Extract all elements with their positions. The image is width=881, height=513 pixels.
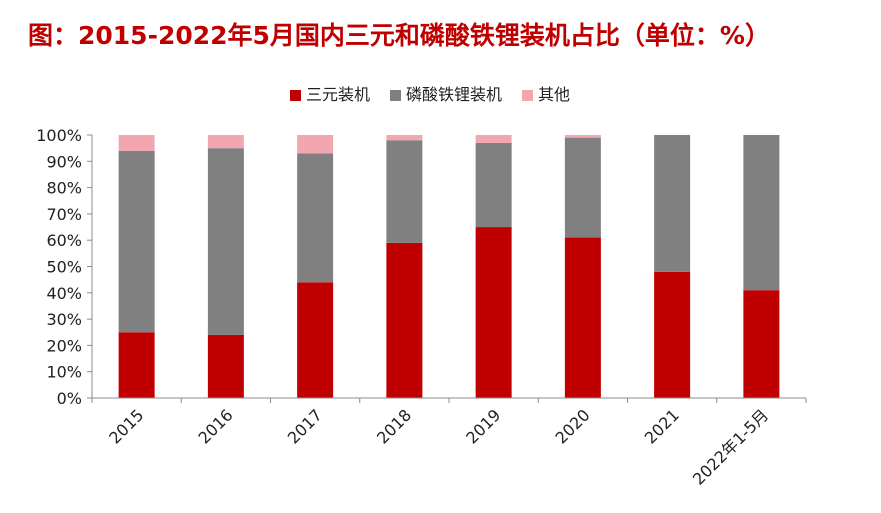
chart-title: 图：2015-2022年5月国内三元和磷酸铁锂装机占比（单位：%） xyxy=(28,21,770,50)
bar-三元装机-2017 xyxy=(297,282,334,398)
bar-其他-2018 xyxy=(386,135,423,141)
y-tick-label: 0% xyxy=(57,389,82,408)
x-tick-label: 2019 xyxy=(462,405,504,447)
y-tick-label: 90% xyxy=(46,152,82,171)
x-tick-label: 2021 xyxy=(641,405,683,447)
x-tick-label: 2020 xyxy=(551,405,593,447)
bar-磷酸铁锂装机-2018 xyxy=(386,140,423,243)
bar-三元装机-2019 xyxy=(475,227,512,398)
y-tick-label: 70% xyxy=(46,205,82,224)
y-tick-label: 40% xyxy=(46,284,82,303)
bar-磷酸铁锂装机-2022年1-5月 xyxy=(743,135,780,291)
bar-其他-2016 xyxy=(207,135,244,149)
y-tick-label: 80% xyxy=(46,179,82,198)
y-tick-label: 60% xyxy=(46,231,82,250)
y-axis: 0% 10% 20% 30% 40% 50% 60% 70% 80% 90% 100% xyxy=(36,126,93,408)
bar-磷酸铁锂装机-2017 xyxy=(297,153,334,283)
bar-磷酸铁锂装机-2015 xyxy=(118,150,155,333)
bar-三元装机-2021 xyxy=(654,271,691,398)
x-tick-label: 2016 xyxy=(194,405,236,447)
y-tick-label: 30% xyxy=(46,310,82,329)
bar-其他-2017 xyxy=(297,135,334,154)
legend-label: 磷酸铁锂装机 xyxy=(406,85,502,104)
x-tick-label: 2015 xyxy=(105,405,147,447)
legend-label: 其他 xyxy=(538,85,570,104)
bar-三元装机-2015 xyxy=(118,332,155,398)
y-tick-label: 100% xyxy=(36,126,82,145)
legend-swatch xyxy=(390,90,401,101)
bar-磷酸铁锂装机-2021 xyxy=(654,135,691,272)
legend-swatch xyxy=(522,90,533,101)
y-tick-label: 50% xyxy=(46,258,82,277)
bar-三元装机-2020 xyxy=(564,237,601,398)
bar-其他-2015 xyxy=(118,135,155,151)
x-tick-label: 2022年1-5月 xyxy=(689,405,772,488)
bar-磷酸铁锂装机-2016 xyxy=(207,148,244,335)
x-tick-label: 2018 xyxy=(373,405,415,447)
legend-swatch xyxy=(290,90,301,101)
x-axis: 2015 2016 2017 2018 2019 2020 2021 2022年1-5月 xyxy=(91,397,807,489)
bar-其他-2019 xyxy=(475,135,512,143)
bar-其他-2020 xyxy=(564,135,601,138)
bar-三元装机-2018 xyxy=(386,242,423,398)
x-tick-label: 2017 xyxy=(284,405,326,447)
legend-label: 三元装机 xyxy=(306,85,370,104)
y-tick-label: 20% xyxy=(46,336,82,355)
bar-三元装机-2016 xyxy=(207,334,244,398)
bar-磷酸铁锂装机-2019 xyxy=(475,142,512,228)
bar-三元装机-2022年1-5月 xyxy=(743,290,780,398)
legend: 三元装机 磷酸铁锂装机 其他 xyxy=(290,85,570,104)
y-tick-label: 10% xyxy=(46,363,82,382)
bars xyxy=(118,135,780,398)
bar-磷酸铁锂装机-2020 xyxy=(564,137,601,238)
